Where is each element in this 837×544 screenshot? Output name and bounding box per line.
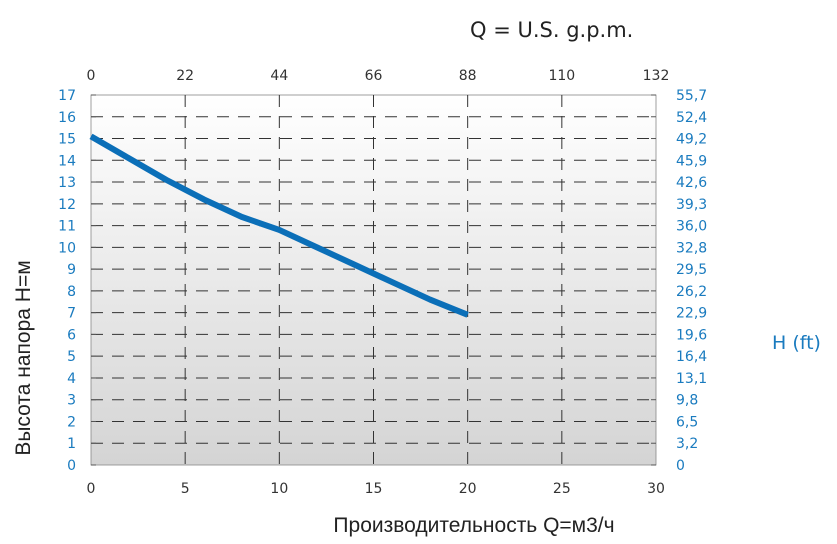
y-tick-label: 17 (58, 88, 76, 104)
y-tick-label: 12 (58, 197, 76, 213)
y-tick-label: 15 (58, 132, 76, 148)
x-tick-label: 20 (459, 481, 477, 497)
x2-tick-label: 22 (176, 68, 194, 84)
y-tick-label: 16 (58, 110, 76, 126)
top-axis-title: Q = U.S. g.p.m. (470, 18, 633, 42)
x-tick-label: 0 (87, 481, 96, 497)
x2-tick-label: 132 (643, 68, 670, 84)
x-tick-label: 25 (553, 481, 571, 497)
y2-tick-label: 39,3 (676, 197, 707, 213)
y-tick-label: 8 (67, 284, 76, 300)
y2-tick-label: 9,8 (676, 393, 698, 409)
x2-tick-label: 88 (459, 68, 477, 84)
x-tick-label: 15 (365, 481, 383, 497)
plot-area (90, 94, 657, 466)
y2-tick-label: 13,1 (676, 371, 707, 387)
y-tick-label: 2 (67, 414, 76, 430)
x2-tick-label: 110 (548, 68, 575, 84)
series-group (89, 133, 469, 318)
y-tick-label: 1 (67, 436, 76, 452)
x2-tick-label: 44 (270, 68, 288, 84)
y2-tick-label: 6,5 (676, 414, 698, 430)
y-tick-label: 10 (58, 240, 76, 256)
y2-tick-label: 3,2 (676, 436, 698, 452)
y2-tick-label: 49,2 (676, 132, 707, 148)
y2-tick-label: 26,2 (676, 284, 707, 300)
grid-lines (91, 94, 656, 466)
y-tick-label: 13 (58, 175, 76, 191)
x2-tick-label: 66 (365, 68, 383, 84)
y2-tick-label: 55,7 (676, 88, 707, 104)
top-axis-ticks: 0 22 44 66 88 110 132 (87, 68, 670, 84)
y-tick-label: 14 (58, 153, 76, 169)
y-tick-label: 5 (67, 349, 76, 365)
right-axis-ticks: 0 3,2 6,5 9,8 13,1 16,4 19,6 22,9 26,2 29,5 32,8 36… (676, 88, 707, 474)
y2-tick-label: 36,0 (676, 219, 707, 235)
y-tick-label: 4 (67, 371, 76, 387)
y2-tick-label: 29,5 (676, 262, 707, 278)
y2-tick-label: 16,4 (676, 349, 707, 365)
series-line (89, 133, 469, 318)
y-axis-title: Высота напора H=м (12, 260, 35, 455)
x-tick-label: 5 (181, 481, 190, 497)
right-axis-title: H (ft) (772, 332, 821, 354)
y-tick-label: 6 (67, 327, 76, 343)
y2-tick-label: 45,9 (676, 153, 707, 169)
y2-tick-label: 52,4 (676, 110, 707, 126)
y-tick-label: 11 (58, 219, 76, 235)
y2-tick-label: 42,6 (676, 175, 707, 191)
bottom-axis-ticks: 0 5 10 15 20 25 30 (87, 481, 665, 497)
y-tick-label: 3 (67, 393, 76, 409)
x-tick-label: 10 (270, 481, 288, 497)
y2-tick-label: 0 (676, 458, 685, 474)
x-tick-label: 30 (647, 481, 665, 497)
y2-tick-label: 22,9 (676, 306, 707, 322)
y2-tick-label: 19,6 (676, 327, 707, 343)
x2-tick-label: 0 (87, 68, 96, 84)
y2-tick-label: 32,8 (676, 240, 707, 256)
x-axis-title: Производительность Q=м3/ч (333, 514, 614, 537)
y-tick-label: 7 (67, 306, 76, 322)
y-tick-label: 0 (67, 458, 76, 474)
y-tick-label: 9 (67, 262, 76, 278)
